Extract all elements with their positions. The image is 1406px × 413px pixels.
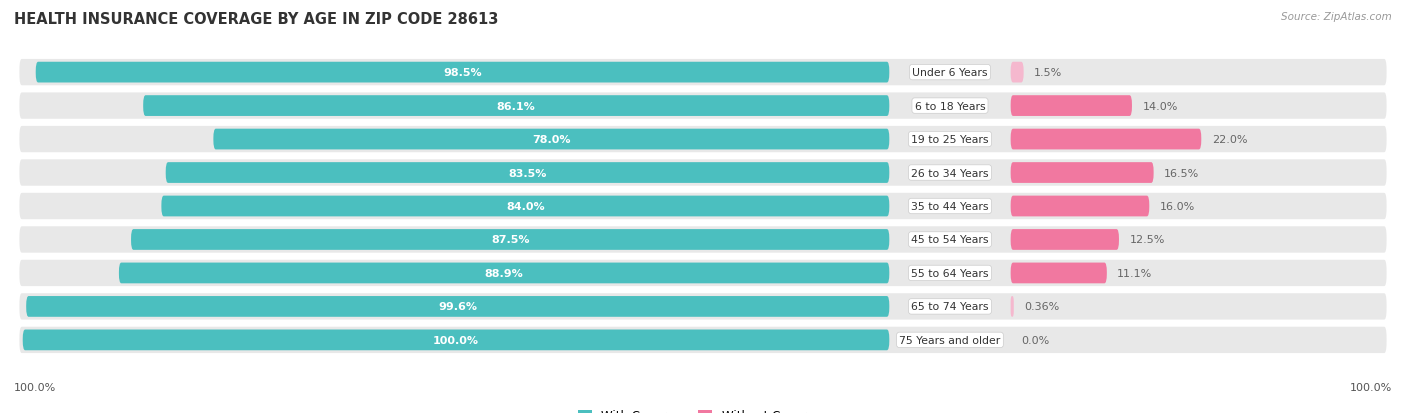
Text: Source: ZipAtlas.com: Source: ZipAtlas.com	[1281, 12, 1392, 22]
FancyBboxPatch shape	[27, 296, 890, 317]
Text: 19 to 25 Years: 19 to 25 Years	[911, 135, 988, 145]
FancyBboxPatch shape	[1011, 230, 1119, 250]
Text: 26 to 34 Years: 26 to 34 Years	[911, 168, 988, 178]
FancyBboxPatch shape	[162, 196, 890, 217]
Text: 98.5%: 98.5%	[443, 68, 482, 78]
Text: HEALTH INSURANCE COVERAGE BY AGE IN ZIP CODE 28613: HEALTH INSURANCE COVERAGE BY AGE IN ZIP …	[14, 12, 499, 27]
FancyBboxPatch shape	[166, 163, 890, 183]
Text: 84.0%: 84.0%	[506, 202, 544, 211]
Text: 75 Years and older: 75 Years and older	[900, 335, 1001, 345]
FancyBboxPatch shape	[131, 230, 890, 250]
Text: 65 to 74 Years: 65 to 74 Years	[911, 301, 988, 312]
FancyBboxPatch shape	[214, 129, 890, 150]
Text: 0.0%: 0.0%	[1021, 335, 1049, 345]
Text: 35 to 44 Years: 35 to 44 Years	[911, 202, 988, 211]
FancyBboxPatch shape	[1011, 263, 1107, 284]
Text: 83.5%: 83.5%	[509, 168, 547, 178]
FancyBboxPatch shape	[1011, 196, 1149, 217]
FancyBboxPatch shape	[1011, 96, 1132, 117]
Legend: With Coverage, Without Coverage: With Coverage, Without Coverage	[572, 404, 834, 413]
FancyBboxPatch shape	[18, 292, 1388, 321]
FancyBboxPatch shape	[18, 159, 1388, 188]
FancyBboxPatch shape	[143, 96, 890, 117]
FancyBboxPatch shape	[18, 126, 1388, 154]
Text: 16.5%: 16.5%	[1164, 168, 1199, 178]
FancyBboxPatch shape	[1011, 163, 1154, 183]
Text: 100.0%: 100.0%	[433, 335, 479, 345]
Text: 1.5%: 1.5%	[1033, 68, 1063, 78]
Text: 78.0%: 78.0%	[531, 135, 571, 145]
Text: 22.0%: 22.0%	[1212, 135, 1247, 145]
Text: 11.1%: 11.1%	[1118, 268, 1153, 278]
FancyBboxPatch shape	[22, 330, 890, 350]
Text: 99.6%: 99.6%	[439, 301, 477, 312]
Text: 12.5%: 12.5%	[1129, 235, 1164, 245]
FancyBboxPatch shape	[18, 259, 1388, 287]
Text: Under 6 Years: Under 6 Years	[912, 68, 988, 78]
Text: 100.0%: 100.0%	[1350, 382, 1392, 392]
Text: 45 to 54 Years: 45 to 54 Years	[911, 235, 988, 245]
FancyBboxPatch shape	[1011, 296, 1014, 317]
FancyBboxPatch shape	[120, 263, 890, 284]
FancyBboxPatch shape	[35, 63, 890, 83]
FancyBboxPatch shape	[1011, 63, 1024, 83]
FancyBboxPatch shape	[18, 225, 1388, 254]
Text: 0.36%: 0.36%	[1024, 301, 1059, 312]
Text: 6 to 18 Years: 6 to 18 Years	[915, 101, 986, 112]
Text: 100.0%: 100.0%	[14, 382, 56, 392]
Text: 55 to 64 Years: 55 to 64 Years	[911, 268, 988, 278]
FancyBboxPatch shape	[18, 326, 1388, 354]
FancyBboxPatch shape	[18, 192, 1388, 221]
Text: 16.0%: 16.0%	[1160, 202, 1195, 211]
FancyBboxPatch shape	[18, 59, 1388, 87]
Text: 86.1%: 86.1%	[496, 101, 536, 112]
Text: 88.9%: 88.9%	[485, 268, 523, 278]
FancyBboxPatch shape	[1011, 129, 1201, 150]
Text: 14.0%: 14.0%	[1142, 101, 1178, 112]
FancyBboxPatch shape	[18, 92, 1388, 121]
Text: 87.5%: 87.5%	[491, 235, 530, 245]
